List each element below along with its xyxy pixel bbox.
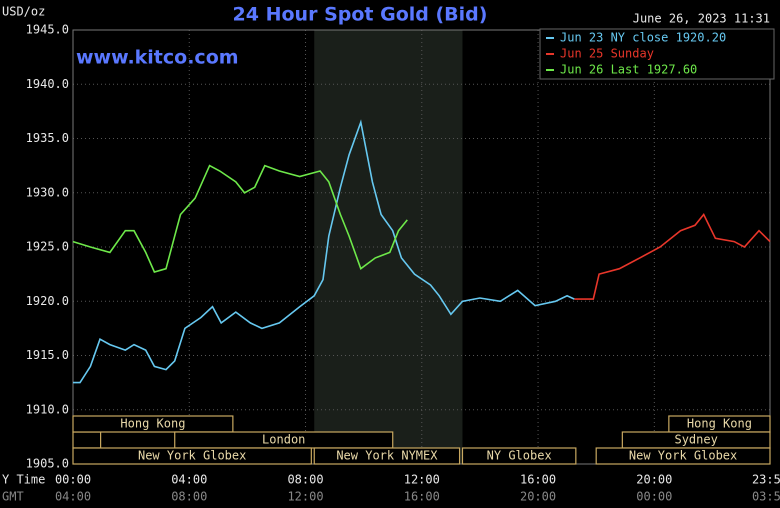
- session-label: New York NYMEX: [336, 449, 438, 463]
- legend-label: Jun 23 NY close 1920.20: [560, 31, 726, 45]
- session-box: [313, 447, 461, 465]
- session-box: [72, 447, 312, 465]
- x-tick-label: 04:00: [171, 473, 207, 487]
- legend-label: Jun 26 Last 1927.60: [560, 63, 697, 77]
- timestamp: June 26, 2023 11:31: [633, 12, 770, 26]
- y-tick-label: 1940.0: [26, 77, 69, 91]
- x2-axis-label: GMT: [2, 490, 24, 504]
- chart-title: 24 Hour Spot Gold (Bid): [233, 4, 488, 26]
- session-label: New York Globex: [138, 449, 246, 463]
- session-box: [461, 447, 577, 465]
- y-tick-label: 1935.0: [26, 131, 69, 145]
- y-tick-label: 1925.0: [26, 240, 69, 254]
- x-tick-label: 20:00: [636, 473, 672, 487]
- y-tick-label: 1910.0: [26, 402, 69, 416]
- x-tick-label: 12:00: [404, 473, 440, 487]
- session-shade: [314, 30, 463, 464]
- series-line: [72, 164, 408, 273]
- y-tick-label: 1930.0: [26, 185, 69, 199]
- x-tick-label: 00:00: [55, 473, 91, 487]
- x-tick-label: 08:00: [287, 473, 323, 487]
- x2-tick-label: 20:00: [520, 490, 556, 504]
- y-axis-label: USD/oz: [2, 5, 45, 19]
- watermark: www.kitco.com: [76, 47, 239, 69]
- x2-tick-label: 08:00: [171, 490, 207, 504]
- y-tick-label: 1945.0: [26, 23, 69, 37]
- series-line: [73, 119, 575, 384]
- y-tick-label: 1920.0: [26, 294, 69, 308]
- session-label: Hong Kong: [687, 417, 752, 431]
- y-tick-label: 1915.0: [26, 348, 69, 362]
- y-tick-label: 1905.0: [26, 457, 69, 471]
- x-tick-label: 23:59: [752, 473, 780, 487]
- session-label: Hong Kong: [120, 417, 185, 431]
- session-label: NY Globex: [487, 449, 552, 463]
- session-box: [72, 415, 234, 433]
- x2-tick-label: 04:00: [55, 490, 91, 504]
- x-tick-label: 16:00: [520, 473, 556, 487]
- session-label: Sydney: [674, 433, 717, 447]
- legend-box: [539, 28, 775, 80]
- series-line: [574, 213, 771, 300]
- session-box: [72, 431, 102, 449]
- x2-tick-label: 00:00: [636, 490, 672, 504]
- legend-label: Jun 25 Sunday: [560, 47, 654, 61]
- x2-tick-label: 03:59: [752, 490, 780, 504]
- session-label: New York Globex: [629, 449, 737, 463]
- x-axis-label: Y Time: [2, 473, 45, 487]
- x2-tick-label: 12:00: [287, 490, 323, 504]
- x2-tick-label: 16:00: [404, 490, 440, 504]
- session-label: London: [262, 433, 305, 447]
- session-box: [595, 447, 771, 465]
